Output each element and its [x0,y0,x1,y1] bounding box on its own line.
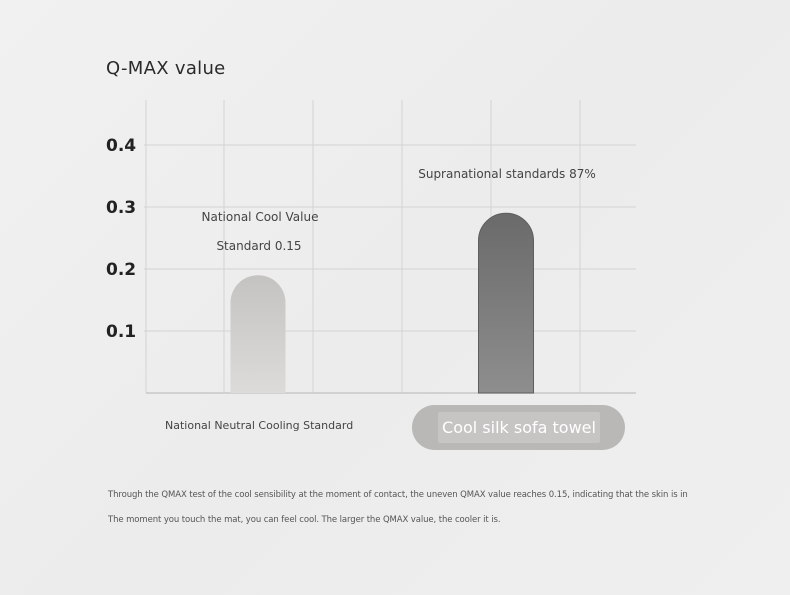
chart-title: Q-MAX value [106,58,226,79]
category-label-national-standard: National Neutral Cooling Standard [165,419,354,432]
y-tick-label: 0.3 [106,198,136,218]
y-tick-label: 0.4 [106,136,136,156]
chart-bars [230,212,534,394]
description-line-1: Through the QMAX test of the cool sensib… [108,490,688,500]
bar-annotation: Standard 0.15 [216,239,301,253]
description-line-2: The moment you touch the mat, you can fe… [108,515,501,525]
category-pill-cool-silk: Cool silk sofa towel [412,405,625,450]
bar-cool-silk-towel [478,212,534,394]
bar-annotation: Supranational standards 87% [418,167,596,181]
category-label-cool-silk: Cool silk sofa towel [438,412,600,443]
y-axis-ticks: 0.1 0.2 0.3 0.4 [106,136,136,342]
bar-national-standard [230,275,286,393]
y-tick-label: 0.1 [106,322,136,342]
bar-labels: National Cool Value Standard 0.15 Supranat… [202,167,596,253]
bar-annotation: National Cool Value [202,210,319,224]
chart-grid [144,100,636,394]
y-tick-label: 0.2 [106,260,136,280]
